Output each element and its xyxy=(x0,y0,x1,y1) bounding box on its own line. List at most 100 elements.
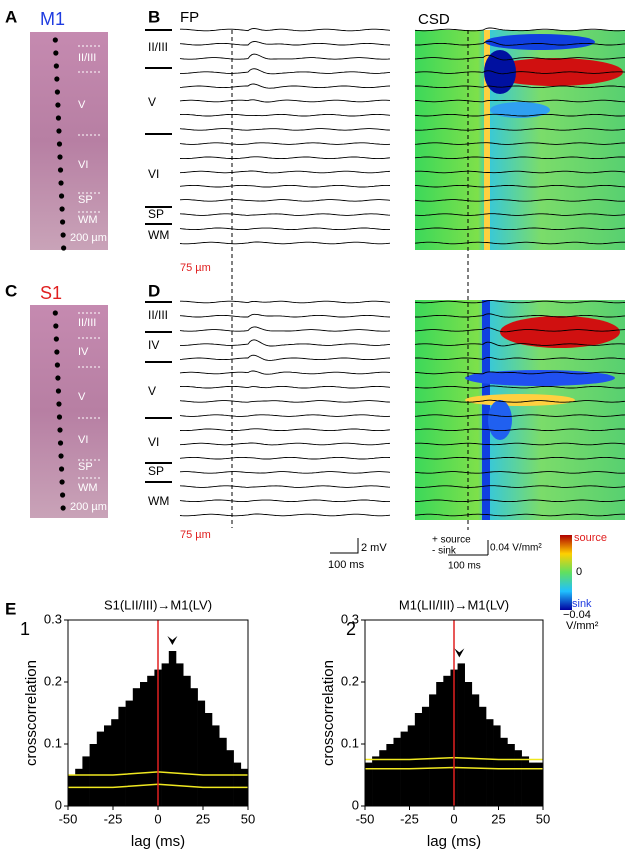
electrode-site xyxy=(52,37,58,43)
bar xyxy=(429,694,437,806)
csd-trace xyxy=(414,499,626,503)
layer-label: II/III xyxy=(148,308,168,322)
scale-label: 100 ms xyxy=(328,559,365,571)
panel-letter: B xyxy=(148,7,160,26)
electrode-site xyxy=(53,336,59,342)
csd-trace xyxy=(414,300,626,304)
fp-trace xyxy=(180,300,391,304)
fp-trace xyxy=(180,68,391,75)
bar xyxy=(111,719,119,806)
chart-title: M1(LII/III)→M1(LV) xyxy=(399,597,509,612)
csd-trace xyxy=(414,127,626,131)
colorbar-label: source xyxy=(574,532,607,544)
bar xyxy=(365,762,373,806)
peak-marker xyxy=(454,648,465,658)
bar xyxy=(212,725,220,806)
csd-trace xyxy=(414,227,626,231)
bar xyxy=(372,756,380,806)
fp-trace xyxy=(179,485,391,488)
csd-trace xyxy=(414,456,626,460)
bar xyxy=(183,675,191,806)
electrode-site xyxy=(60,505,66,511)
fp-trace xyxy=(179,113,391,117)
x-tick-label: 50 xyxy=(241,811,255,826)
area-label: M1 xyxy=(40,9,65,29)
layer-label: V xyxy=(148,95,156,109)
bar xyxy=(436,682,444,806)
chart-title: S1(LII/III)→M1(LV) xyxy=(104,597,212,612)
bar xyxy=(197,700,206,806)
scale-bar xyxy=(330,538,359,554)
electrode-site xyxy=(56,401,62,407)
csd-trace xyxy=(415,85,626,89)
colorbar-label: −0.04 xyxy=(563,609,591,621)
csd-trace xyxy=(414,113,626,117)
csd-trace xyxy=(414,142,626,145)
fp-trace xyxy=(179,456,391,460)
scale-label: 200 µm xyxy=(70,232,107,244)
fp-trace xyxy=(179,428,391,432)
bar xyxy=(457,663,465,806)
csd-trace xyxy=(414,513,625,517)
electrode-site xyxy=(57,154,63,160)
fp-trace xyxy=(179,213,391,216)
csd-trace xyxy=(414,414,626,417)
csd-trace xyxy=(414,170,626,174)
fp-trace xyxy=(179,41,391,46)
scale-label: 75 µm xyxy=(180,529,211,541)
x-tick-label: 50 xyxy=(536,811,550,826)
bar xyxy=(500,737,508,806)
y-tick-label: 0.2 xyxy=(341,673,359,688)
layer-label: V xyxy=(78,99,86,111)
electrode-site xyxy=(57,440,64,446)
scale-label: 2 mV xyxy=(361,542,387,554)
histology-image xyxy=(30,32,108,250)
x-tick-label: -25 xyxy=(400,811,419,826)
electrode-site xyxy=(54,89,61,95)
x-axis-label: lag (ms) xyxy=(131,833,185,850)
scale-bar xyxy=(448,540,489,556)
panel-number: 1 xyxy=(20,619,30,639)
layer-label: VI xyxy=(148,167,159,181)
panel-letter: C xyxy=(5,281,17,300)
layer-label: II/III xyxy=(78,52,96,64)
electrode-site xyxy=(59,479,65,485)
electrode-site xyxy=(53,50,59,56)
fp-trace xyxy=(179,142,391,145)
fp-trace xyxy=(179,513,391,517)
electrode-site xyxy=(53,63,59,69)
traces xyxy=(179,27,626,517)
electrode-site xyxy=(56,128,62,134)
fp-trace xyxy=(179,53,391,60)
electrode-site xyxy=(58,180,64,186)
x-tick-label: -25 xyxy=(104,811,123,826)
fp-trace xyxy=(179,499,390,503)
electrode-site xyxy=(56,141,63,147)
fp-trace xyxy=(179,128,391,131)
scale-label: 0.04 V/mm² xyxy=(490,543,542,554)
layer-label: IV xyxy=(148,338,159,352)
x-tick-label: -50 xyxy=(356,811,375,826)
electrode-site xyxy=(55,375,61,381)
fp-trace xyxy=(179,83,391,89)
bar xyxy=(68,775,76,806)
csd-trace xyxy=(414,341,626,347)
layer-label: WM xyxy=(78,214,98,226)
bar xyxy=(464,682,473,806)
layer-label: II/III xyxy=(78,317,96,329)
bar xyxy=(125,700,134,806)
bar xyxy=(168,651,177,806)
electrode-site xyxy=(55,388,62,394)
fp-trace xyxy=(179,471,391,474)
csd-trace xyxy=(414,184,626,188)
fp-trace xyxy=(179,156,391,160)
fp-trace xyxy=(179,313,391,318)
panel-number: 2 xyxy=(346,619,356,639)
colorbar-label: sink xyxy=(572,598,592,610)
fp-trace xyxy=(179,442,391,446)
csd-trace xyxy=(414,27,626,32)
layer-label: WM xyxy=(148,494,169,508)
bar xyxy=(486,719,494,806)
layer-label: VI xyxy=(78,434,88,446)
